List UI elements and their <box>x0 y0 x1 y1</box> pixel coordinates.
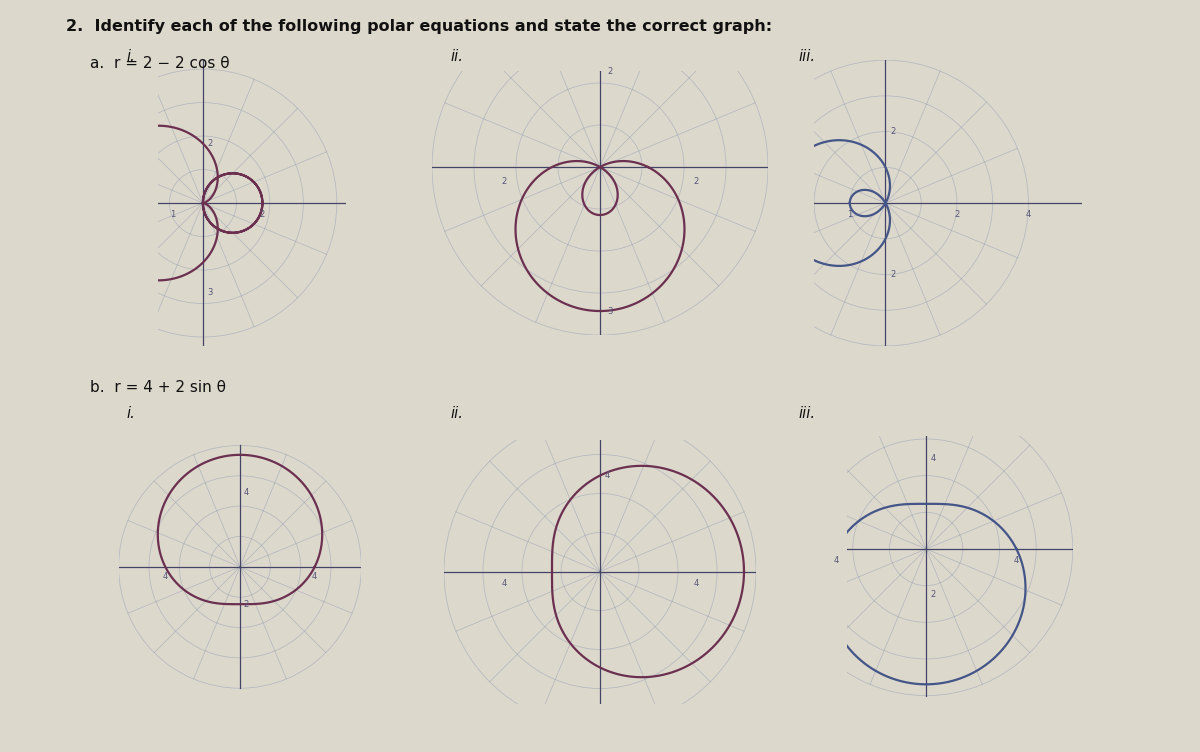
Text: 2: 2 <box>694 177 698 186</box>
Text: 2: 2 <box>890 127 896 136</box>
Text: 2: 2 <box>890 270 896 279</box>
Text: i.: i. <box>126 406 134 421</box>
Text: 1: 1 <box>847 210 852 219</box>
Text: iii.: iii. <box>798 49 815 64</box>
Text: 2: 2 <box>954 210 960 219</box>
Text: iii.: iii. <box>798 406 815 421</box>
Text: 2: 2 <box>259 211 265 220</box>
Text: 4: 4 <box>163 572 168 581</box>
Text: 4: 4 <box>1026 210 1031 219</box>
Text: ii.: ii. <box>450 406 463 421</box>
Text: 4: 4 <box>694 579 698 588</box>
Text: 4: 4 <box>244 487 248 496</box>
Text: 4: 4 <box>312 572 317 581</box>
Text: 4: 4 <box>931 454 936 463</box>
Text: 4: 4 <box>833 556 839 565</box>
Text: 2: 2 <box>208 139 212 148</box>
Text: 4: 4 <box>1014 556 1019 565</box>
Text: 4: 4 <box>502 579 506 588</box>
Text: b.  r = 4 + 2 sin θ: b. r = 4 + 2 sin θ <box>90 380 226 395</box>
Text: 3: 3 <box>607 307 612 316</box>
Text: 4: 4 <box>605 471 610 480</box>
Text: i.: i. <box>126 49 134 64</box>
Text: 2: 2 <box>931 590 936 599</box>
Text: a.  r = 2 − 2 cos θ: a. r = 2 − 2 cos θ <box>90 56 229 71</box>
Text: 2.  Identify each of the following polar equations and state the correct graph:: 2. Identify each of the following polar … <box>66 19 772 34</box>
Text: 2: 2 <box>244 599 248 608</box>
Text: 1: 1 <box>170 211 175 220</box>
Text: 2: 2 <box>607 66 612 75</box>
Text: 2: 2 <box>502 177 506 186</box>
Text: ii.: ii. <box>450 49 463 64</box>
Text: 3: 3 <box>208 288 212 297</box>
